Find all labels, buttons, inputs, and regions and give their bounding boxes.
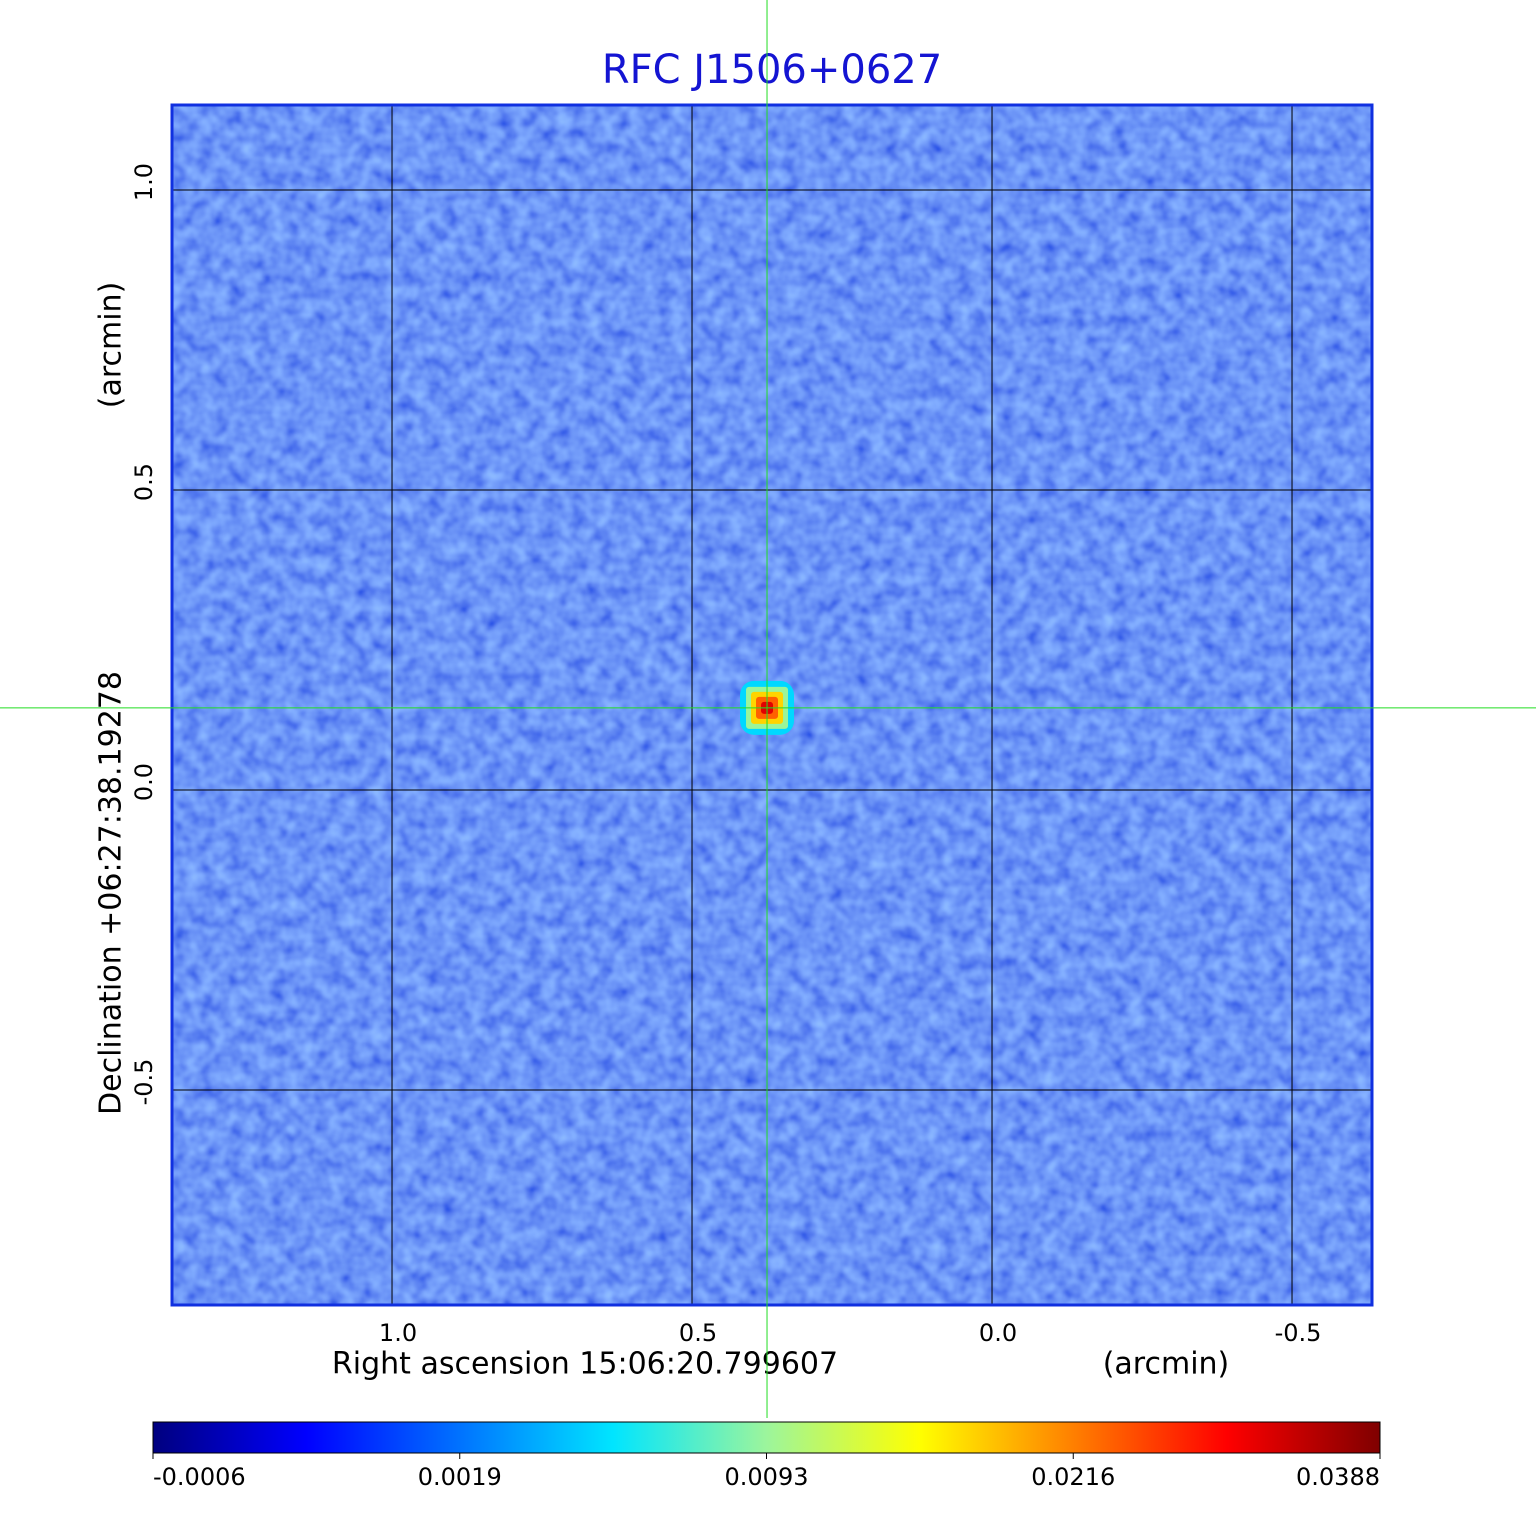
x-axis-label: Right ascension 15:06:20.799607 [332, 1347, 838, 1382]
y-axis-label: Declination +06:27:38.19278 [94, 671, 129, 1115]
y-tick-label: -0.5 [130, 1059, 158, 1106]
plot-frame [170, 103, 1374, 1307]
y-tick-label: 0.0 [130, 763, 158, 801]
colorbar-tick-label: -0.0006 [153, 1463, 246, 1491]
x-tick-label: -0.5 [1275, 1319, 1322, 1347]
colorbar-tick-label: 0.0388 [1296, 1463, 1380, 1491]
x-axis-unit: (arcmin) [1103, 1347, 1230, 1382]
x-tick-label: 0.5 [679, 1319, 717, 1347]
x-tick-label: 0.0 [979, 1319, 1017, 1347]
y-tick-label: 1.0 [130, 163, 158, 201]
colorbar-tick-label: 0.0093 [725, 1463, 809, 1491]
chart-title: RFC J1506+0627 [602, 47, 942, 93]
x-tick-label: 1.0 [379, 1319, 417, 1347]
colorbar [152, 1421, 1381, 1454]
y-tick-label: 0.5 [130, 463, 158, 501]
y-axis-unit: (arcmin) [94, 282, 129, 409]
colorbar-tick-label: 0.0019 [418, 1463, 502, 1491]
colorbar-tick-label: 0.0216 [1031, 1463, 1115, 1491]
